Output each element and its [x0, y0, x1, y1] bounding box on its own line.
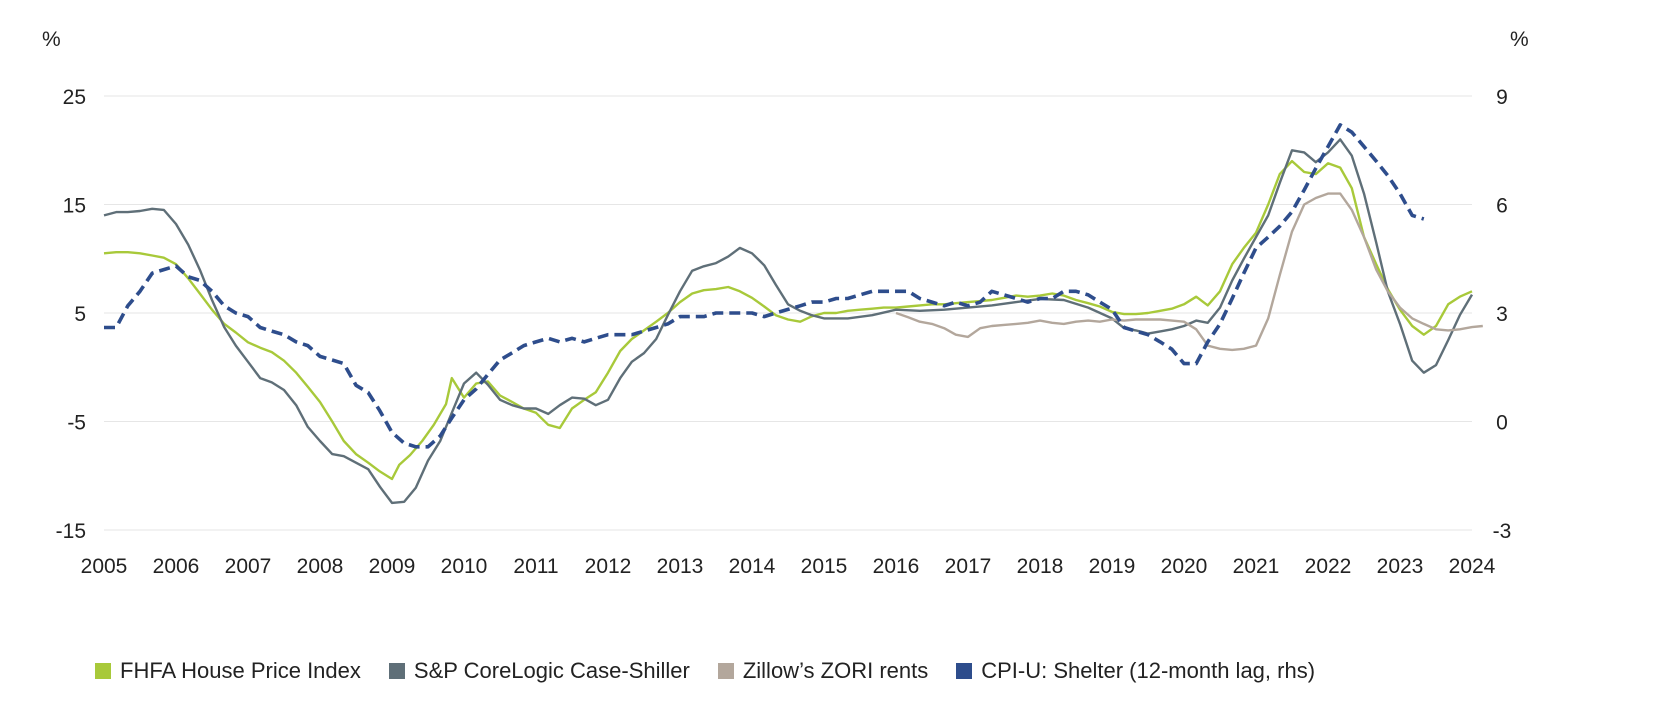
x-tick: 2024 — [1449, 555, 1496, 578]
legend-label: FHFA House Price Index — [120, 658, 361, 683]
y-tick-right: 6 — [1496, 195, 1508, 218]
x-tick: 2020 — [1161, 555, 1208, 578]
x-tick: 2013 — [657, 555, 704, 578]
legend-swatch — [95, 663, 111, 679]
y-tick-left: -15 — [56, 520, 86, 543]
x-tick: 2006 — [153, 555, 200, 578]
y-tick-left: 15 — [63, 195, 86, 218]
right-y-ticks: 9 6 3 0 -3 — [1493, 86, 1512, 543]
y-tick-right: 9 — [1496, 86, 1508, 109]
x-tick: 2019 — [1089, 555, 1136, 578]
y-tick-right: -3 — [1493, 520, 1512, 543]
x-tick: 2022 — [1305, 555, 1352, 578]
x-tick: 2014 — [729, 555, 776, 578]
y-tick-left: -5 — [67, 412, 86, 435]
series-line-s-p-corelogic-case-shiller — [103, 138, 1474, 505]
series-line-cpi-u-shelter-12-month-lag-rhs — [104, 123, 1425, 449]
legend: FHFA House Price Index S&P CoreLogic Case… — [95, 658, 1343, 684]
x-tick: 2018 — [1017, 555, 1064, 578]
legend-label: S&P CoreLogic Case-Shiller — [413, 658, 690, 683]
right-axis-unit: % — [1510, 28, 1529, 51]
y-tick-left: 25 — [63, 86, 86, 109]
legend-item: FHFA House Price Index — [95, 658, 361, 684]
x-tick: 2008 — [297, 555, 344, 578]
y-tick-left: 5 — [74, 303, 86, 326]
legend-item: Zillow’s ZORI rents — [717, 658, 929, 684]
y-tick-right: 0 — [1496, 412, 1508, 435]
series-line-fhfa-house-price-index — [103, 159, 1473, 481]
x-tick: 2012 — [585, 555, 632, 578]
legend-item: CPI-U: Shelter (12-month lag, rhs) — [956, 658, 1315, 684]
legend-label: Zillow’s ZORI rents — [742, 658, 929, 683]
gridlines — [104, 95, 1472, 531]
y-tick-right: 3 — [1496, 303, 1508, 326]
x-tick: 2010 — [441, 555, 488, 578]
legend-swatch — [388, 663, 405, 679]
x-tick: 2016 — [873, 555, 920, 578]
legend-swatch — [956, 663, 973, 679]
x-tick: 2007 — [225, 555, 272, 578]
x-tick: 2009 — [369, 555, 416, 578]
x-tick: 2005 — [81, 555, 128, 578]
x-tick: 2011 — [513, 555, 558, 578]
x-tick: 2015 — [801, 555, 848, 578]
x-tick: 2021 — [1233, 555, 1280, 578]
series-line-zillow-s-zori-rents — [895, 192, 1483, 352]
legend-item: S&P CoreLogic Case-Shiller — [388, 658, 690, 684]
x-tick: 2023 — [1377, 555, 1424, 578]
x-tick: 2017 — [945, 555, 992, 578]
x-ticks: 2005 2006 2007 2008 2009 2010 2011 2012 2013 2014… — [81, 555, 1496, 578]
legend-label: CPI-U: Shelter (12-month lag, rhs) — [981, 658, 1316, 683]
left-axis-unit: % — [42, 28, 61, 51]
left-y-ticks: 25 15 5 -5 -15 — [56, 86, 86, 543]
series-lines — [103, 123, 1483, 505]
legend-swatch — [717, 663, 734, 679]
